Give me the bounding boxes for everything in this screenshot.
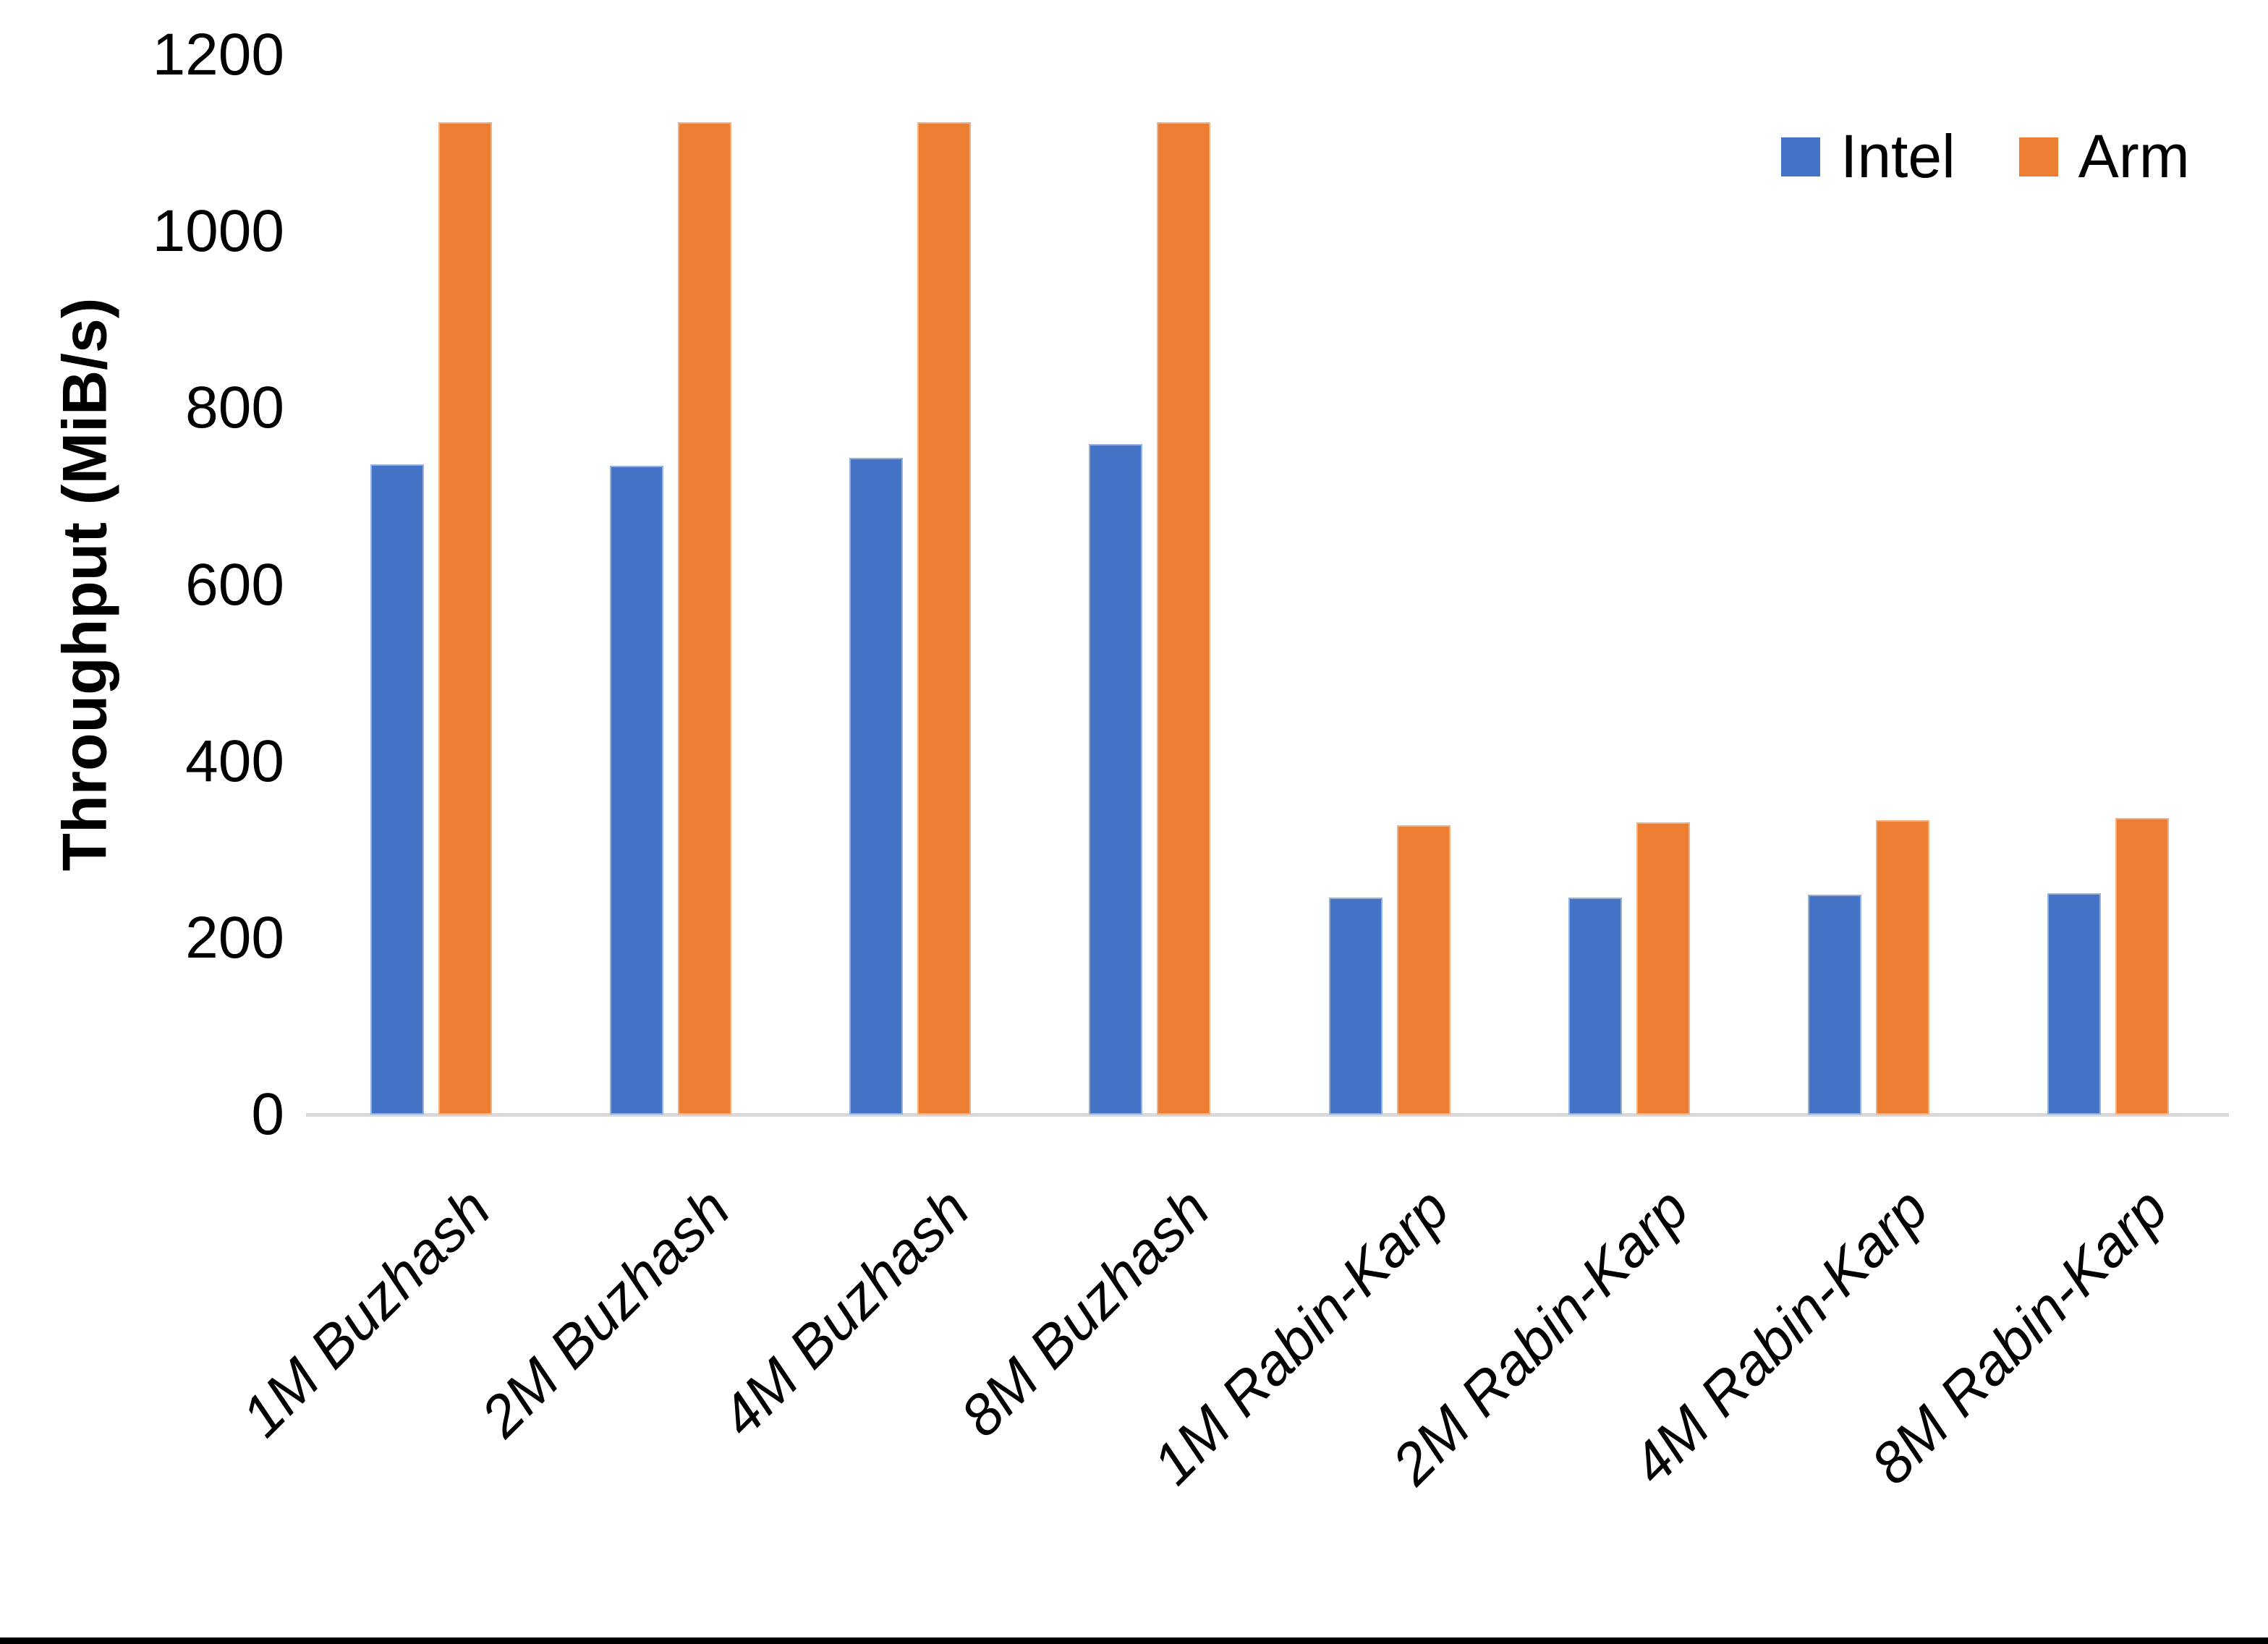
y-tick-label: 1200 [152,22,284,88]
bar-arm-6 [1636,822,1690,1115]
y-tick-label: 0 [251,1081,284,1147]
bar-intel-5 [1328,897,1383,1115]
bar-arm-3 [917,122,972,1115]
y-tick-label: 400 [185,728,284,794]
bar-arm-2 [677,122,731,1115]
y-axis-title: Throughput (MiB/s) [50,297,120,872]
y-tick-label: 800 [185,375,284,441]
x-category-label: 2M Buzhash [469,1175,742,1449]
legend-label-arm: Arm [2078,122,2190,190]
y-tick-label: 600 [185,551,284,618]
legend-item-intel: Intel [1781,122,1955,192]
bar-intel-2 [609,465,663,1115]
bar-arm-8 [2115,817,2170,1115]
intel-series-swatch-icon [1781,137,1820,176]
bottom-frame-line [0,1637,2268,1644]
legend: Intel Arm [1781,122,2190,192]
bar-intel-4 [1089,444,1143,1115]
legend-label-intel: Intel [1840,122,1955,190]
legend-item-arm: Arm [2018,122,2190,192]
bar-intel-1 [370,464,424,1115]
bar-intel-7 [1808,895,1862,1115]
bar-arm-1 [438,122,492,1115]
bar-arm-5 [1396,825,1451,1115]
bar-arm-7 [1876,820,1930,1115]
y-tick-label: 200 [185,904,284,971]
arm-series-swatch-icon [2018,137,2058,176]
x-category-label: 1M Buzhash [229,1175,503,1449]
bar-intel-6 [1568,897,1622,1115]
bar-arm-4 [1157,122,1211,1115]
bar-intel-8 [2047,893,2102,1115]
x-category-label: 4M Buzhash [708,1175,982,1449]
x-axis-line [306,1113,2229,1117]
y-tick-label: 1000 [152,198,284,265]
bar-intel-3 [849,457,904,1115]
